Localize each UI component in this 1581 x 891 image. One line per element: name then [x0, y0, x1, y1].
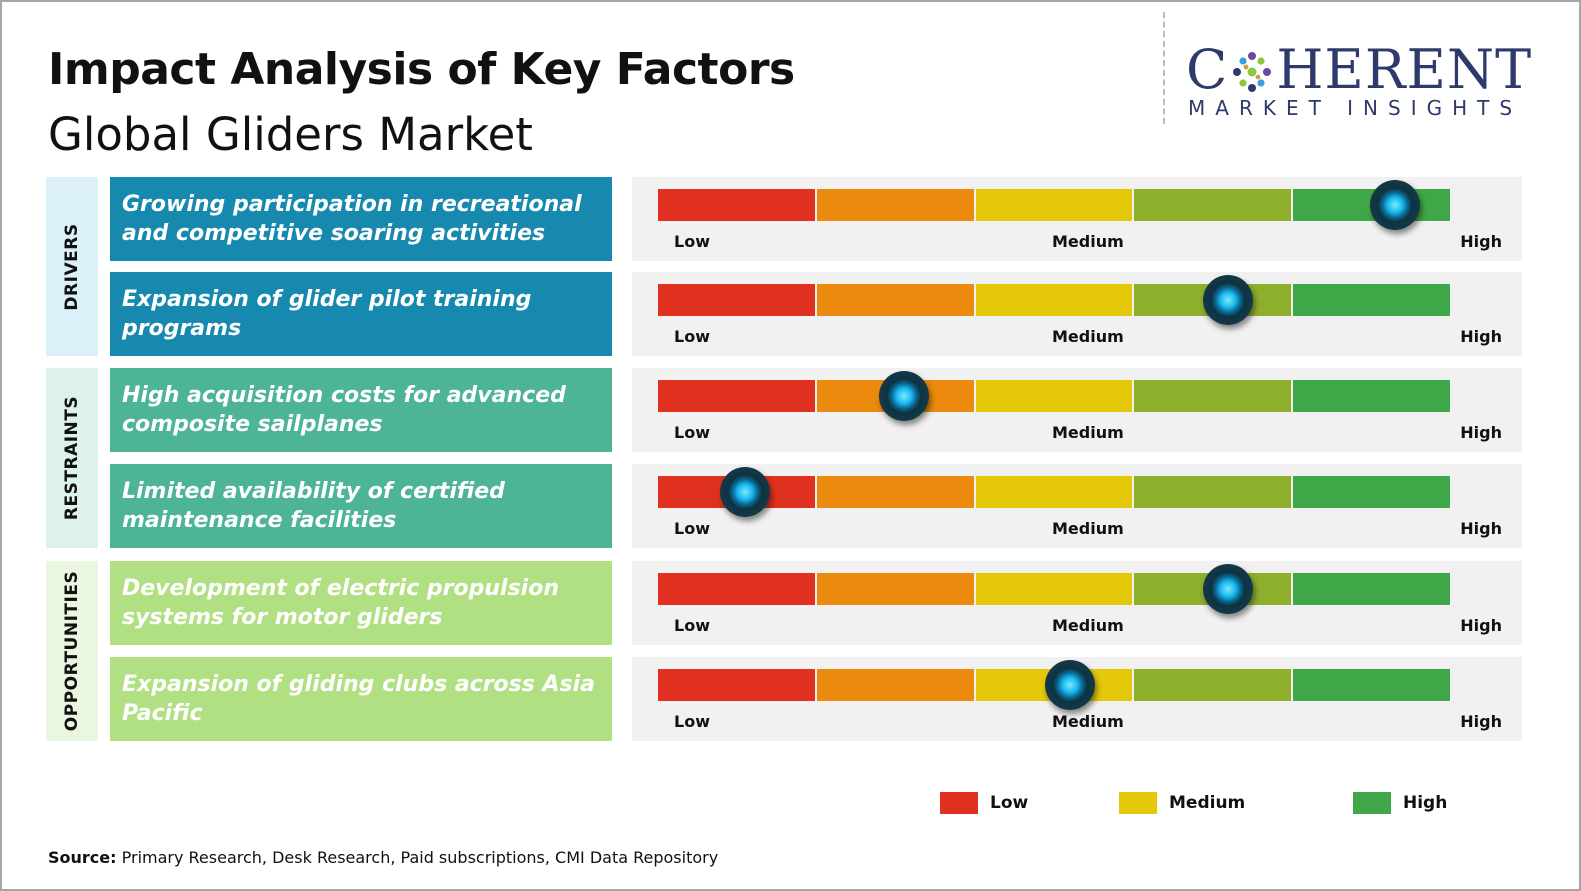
- scale-segment: [1293, 284, 1450, 316]
- scale-label-low: Low: [674, 423, 710, 442]
- scale-label-low: Low: [674, 327, 710, 346]
- factor-text: Expansion of glider pilot training progr…: [110, 272, 612, 356]
- scale-label-low: Low: [674, 519, 710, 538]
- scale-label-medium: Medium: [1052, 327, 1124, 346]
- scale-segment: [975, 380, 1133, 412]
- scale-segment: [1293, 669, 1450, 701]
- scale-label-high: High: [1460, 327, 1502, 346]
- page-title: Impact Analysis of Key Factors: [48, 44, 795, 95]
- impact-scale-bar: [658, 189, 1450, 221]
- category-drivers: DRIVERS: [46, 177, 98, 356]
- scale-segment: [658, 669, 815, 701]
- legend-swatch-medium: [1119, 792, 1157, 814]
- impact-marker: [720, 467, 771, 517]
- impact-gauge: Low Medium High: [632, 177, 1522, 261]
- factor-text: Expansion of gliding clubs across Asia P…: [110, 657, 612, 741]
- scale-segment: [1293, 380, 1450, 412]
- scale-segment: [658, 380, 815, 412]
- scale-label-medium: Medium: [1052, 616, 1124, 635]
- legend-label-high: High: [1403, 793, 1448, 813]
- scale-segment: [1134, 669, 1292, 701]
- impact-gauge: Low Medium High: [632, 657, 1522, 741]
- impact-marker: [1369, 180, 1420, 230]
- scale-label-low: Low: [674, 232, 710, 251]
- scale-label-high: High: [1460, 232, 1502, 251]
- legend-label-low: Low: [990, 793, 1029, 813]
- source-label: Source:: [48, 848, 117, 867]
- category-label: RESTRAINTS: [62, 395, 82, 521]
- category-opportunities: OPPORTUNITIES: [46, 561, 98, 741]
- impact-gauge: Low Medium High: [632, 368, 1522, 452]
- category-restraints: RESTRAINTS: [46, 368, 98, 548]
- impact-gauge: Low Medium High: [632, 272, 1522, 356]
- scale-segment: [658, 284, 815, 316]
- category-label: OPPORTUNITIES: [62, 570, 82, 732]
- scale-label-medium: Medium: [1052, 519, 1124, 538]
- logo-divider: [1163, 12, 1165, 124]
- scale-segment: [816, 669, 974, 701]
- impact-scale-bar: [658, 284, 1450, 316]
- scale-label-medium: Medium: [1052, 712, 1124, 731]
- scale-segment: [975, 573, 1133, 605]
- impact-marker: [1203, 564, 1254, 614]
- scale-label-high: High: [1460, 712, 1502, 731]
- scale-label-medium: Medium: [1052, 232, 1124, 251]
- scale-segment: [975, 476, 1133, 508]
- page-subtitle: Global Gliders Market: [48, 108, 533, 161]
- source-note: Source: Primary Research, Desk Research,…: [48, 848, 718, 867]
- logo-tagline: MARKET INSIGHTS: [1188, 96, 1523, 120]
- scale-segment: [975, 189, 1133, 221]
- logo-wordmark: C HERENT: [1186, 38, 1533, 101]
- scale-label-high: High: [1460, 519, 1502, 538]
- scale-label-low: Low: [674, 616, 710, 635]
- category-label: DRIVERS: [62, 222, 82, 311]
- factor-text: Development of electric propulsion syste…: [110, 561, 612, 645]
- scale-label-low: Low: [674, 712, 710, 731]
- impact-gauge: Low Medium High: [632, 464, 1522, 548]
- source-text: Primary Research, Desk Research, Paid su…: [116, 848, 719, 867]
- scale-segment: [975, 284, 1133, 316]
- scale-segment: [1134, 476, 1292, 508]
- scale-segment: [1293, 476, 1450, 508]
- scale-segment: [1293, 573, 1450, 605]
- scale-label-medium: Medium: [1052, 423, 1124, 442]
- scale-segment: [816, 476, 974, 508]
- impact-scale-bar: [658, 573, 1450, 605]
- factor-text: Limited availability of certified mainte…: [110, 464, 612, 548]
- legend-swatch-high: [1353, 792, 1391, 814]
- scale-segment: [658, 573, 815, 605]
- impact-marker: [1044, 660, 1095, 710]
- scale-segment: [1134, 189, 1292, 221]
- impact-marker: [878, 371, 929, 421]
- company-logo: C HERENT MARKET INSIGHTS: [1186, 38, 1546, 128]
- logo-dots-icon: [1233, 52, 1272, 92]
- scale-label-high: High: [1460, 616, 1502, 635]
- scale-segment: [816, 189, 974, 221]
- scale-segment: [658, 189, 815, 221]
- factor-text: Growing participation in recreational an…: [110, 177, 612, 261]
- impact-scale-bar: [658, 380, 1450, 412]
- scale-label-high: High: [1460, 423, 1502, 442]
- scale-segment: [1134, 380, 1292, 412]
- legend-swatch-low: [940, 792, 978, 814]
- legend-label-medium: Medium: [1169, 793, 1246, 813]
- scale-segment: [816, 284, 974, 316]
- scale-segment: [816, 573, 974, 605]
- impact-gauge: Low Medium High: [632, 561, 1522, 645]
- factor-text: High acquisition costs for advanced comp…: [110, 368, 612, 452]
- impact-scale-bar: [658, 476, 1450, 508]
- impact-marker: [1203, 275, 1254, 325]
